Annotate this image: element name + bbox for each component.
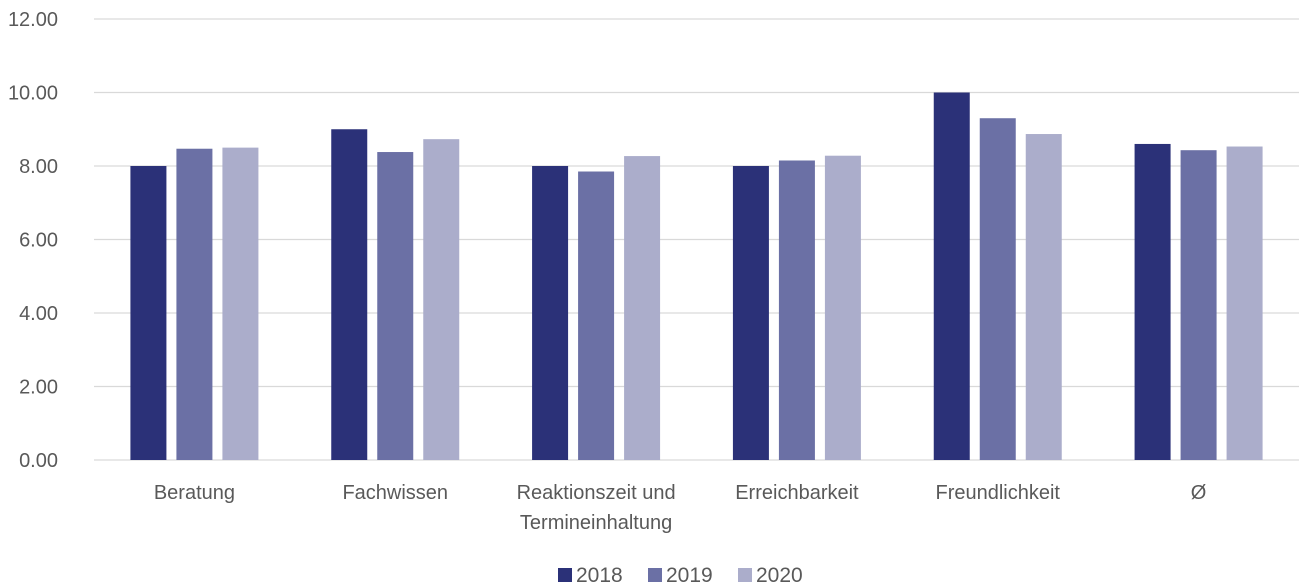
bar-2018 [331, 129, 368, 460]
bar-2019 [578, 171, 615, 460]
legend-swatch-2019 [648, 568, 662, 582]
legend-label: 2020 [756, 564, 803, 587]
legend-swatch-2020 [738, 568, 752, 582]
x-category-label: Ø [1191, 482, 1207, 504]
bar-2020 [624, 156, 661, 460]
gridlines [94, 18, 1299, 461]
x-category-label: Reaktionszeit und [517, 482, 676, 504]
bar-2020 [423, 139, 460, 461]
legend: 2018 2019 2020 [558, 564, 803, 587]
y-tick-label: 0.00 [19, 450, 58, 472]
x-category-label: Termineinhaltung [520, 512, 672, 534]
bar-2019 [176, 148, 213, 461]
y-tick-label: 4.00 [19, 303, 58, 325]
x-category-label: Fachwissen [342, 482, 448, 504]
bar-2020 [1226, 146, 1263, 460]
legend-label: 2018 [576, 564, 623, 587]
bar-2020 [1025, 134, 1062, 460]
y-tick-label: 6.00 [19, 230, 58, 252]
bar-2019 [377, 152, 414, 460]
x-category-label: Erreichbarkeit [735, 482, 859, 504]
y-tick-label: 8.00 [19, 156, 58, 178]
bar-2018 [933, 92, 970, 460]
bar-2019 [979, 118, 1016, 460]
x-axis-categories: Beratung Fachwissen Reaktionszeit und Termi… [154, 482, 1207, 534]
bar-2020 [222, 147, 259, 460]
x-category-label: Beratung [154, 482, 235, 504]
bar-2020 [824, 155, 861, 460]
bar-2018 [130, 166, 167, 460]
bar-2019 [1180, 150, 1217, 460]
bars [130, 92, 1263, 461]
bar-2018 [1134, 143, 1171, 460]
y-tick-label: 12.00 [8, 9, 58, 31]
y-axis-ticks: 0.00 2.00 4.00 6.00 8.00 10.00 12.00 [8, 9, 58, 472]
legend-swatch-2018 [558, 568, 572, 582]
y-tick-label: 10.00 [8, 83, 58, 105]
y-tick-label: 2.00 [19, 377, 58, 399]
bar-2019 [778, 160, 815, 461]
bar-2018 [732, 166, 769, 460]
x-category-label: Freundlichkeit [935, 482, 1060, 504]
bar-2018 [532, 166, 569, 460]
legend-label: 2019 [666, 564, 713, 587]
